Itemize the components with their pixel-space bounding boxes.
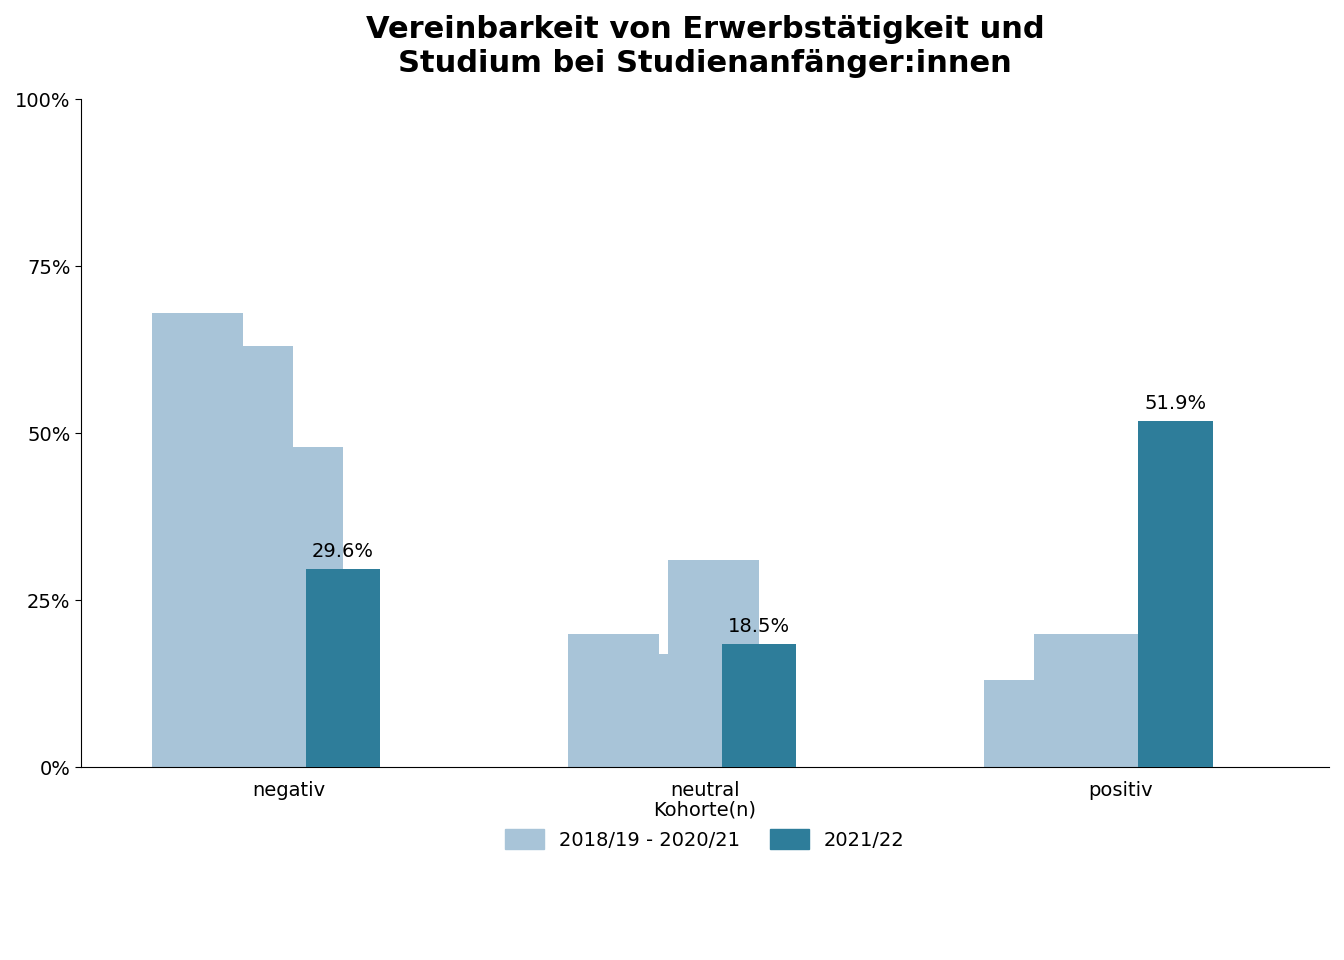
Bar — [1137, 420, 1212, 767]
Bar — [722, 643, 797, 767]
Bar — [1083, 634, 1175, 767]
Bar — [567, 634, 659, 767]
Bar — [618, 654, 710, 767]
Title: Vereinbarkeit von Erwerbstätigkeit und
Studium bei Studienanfänger:innen: Vereinbarkeit von Erwerbstätigkeit und S… — [366, 15, 1044, 78]
Bar — [1034, 634, 1125, 767]
Bar — [202, 347, 293, 767]
Text: 51.9%: 51.9% — [1144, 394, 1206, 413]
Bar — [984, 681, 1075, 767]
Bar — [668, 560, 759, 767]
Bar — [251, 446, 343, 767]
Bar — [152, 313, 243, 767]
Legend: 2018/19 - 2020/21, 2021/22: 2018/19 - 2020/21, 2021/22 — [497, 793, 913, 857]
Bar — [305, 569, 380, 767]
Text: 29.6%: 29.6% — [312, 542, 374, 562]
Text: 18.5%: 18.5% — [728, 616, 790, 636]
